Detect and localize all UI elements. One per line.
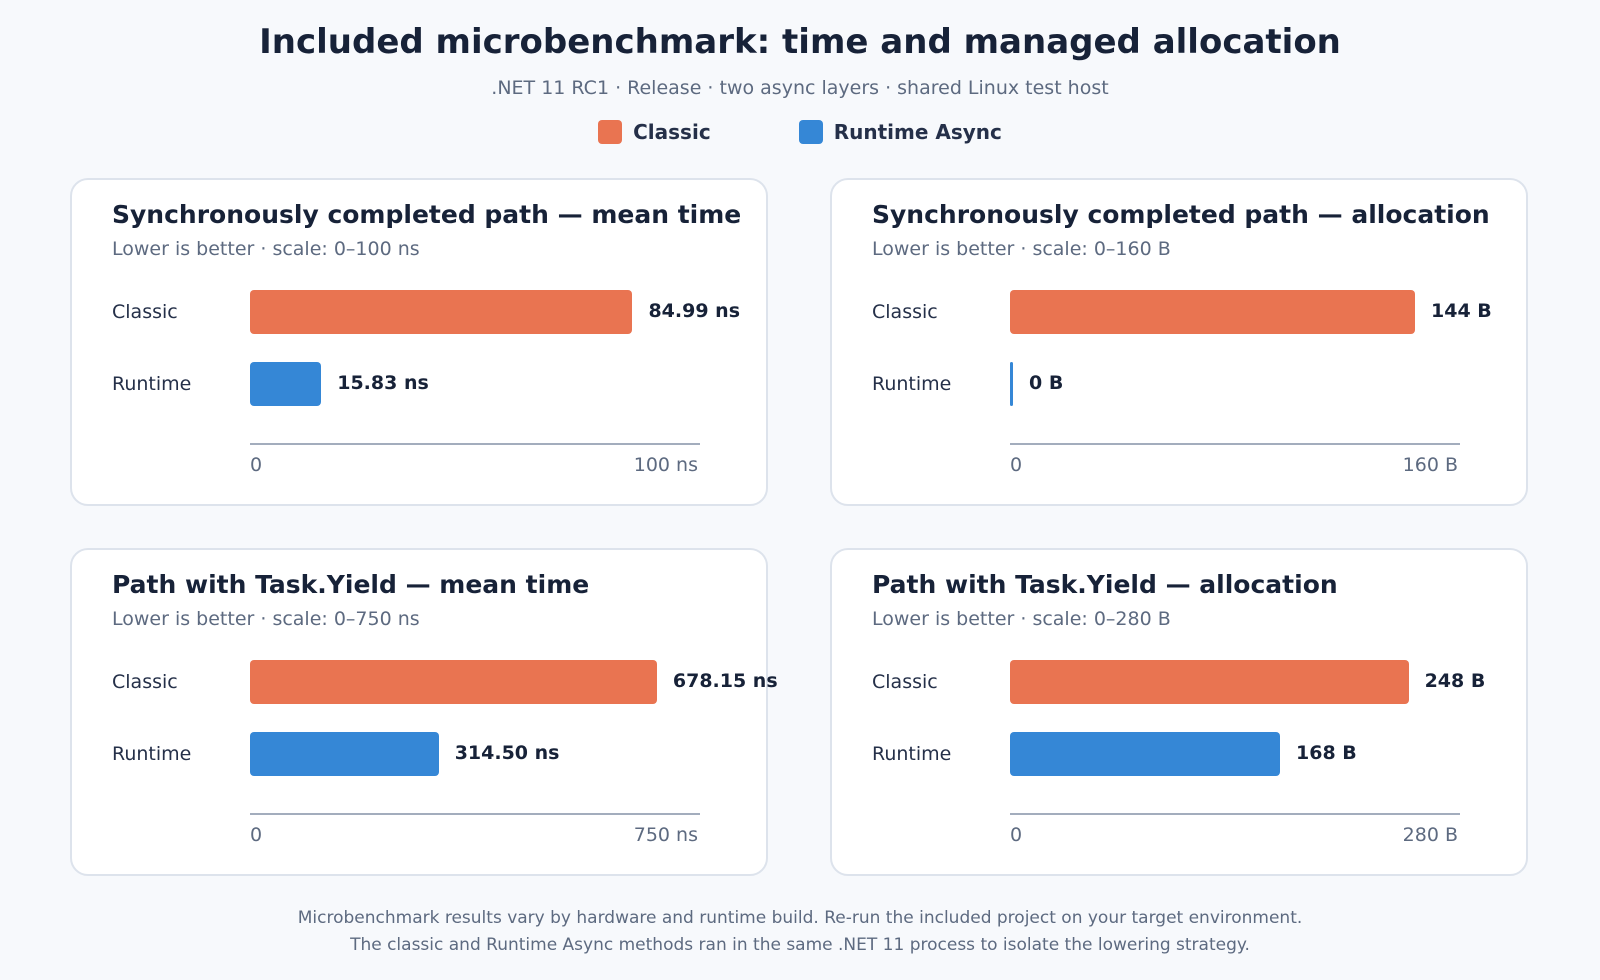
bar-classic [1010, 660, 1409, 704]
value-label-runtime: 15.83 ns [337, 372, 429, 394]
x-axis-tick-max: 280 B [1402, 824, 1458, 846]
bar-classic [1010, 290, 1415, 334]
value-label-runtime: 0 B [1029, 372, 1064, 394]
value-label-runtime: 168 B [1296, 742, 1357, 764]
bar-runtime [250, 732, 439, 776]
x-axis-tick-max: 750 ns [633, 824, 698, 846]
x-axis-tick-max: 100 ns [633, 454, 698, 476]
legend: Classic Runtime Async [0, 120, 1600, 144]
page-title: Included microbenchmark: time and manage… [259, 22, 1341, 62]
chart-subtitle: Lower is better · scale: 0–280 B [872, 608, 1171, 630]
chart-panel-sync-allocation: Synchronously completed path — allocatio… [830, 178, 1528, 506]
bar-runtime [1010, 362, 1013, 406]
x-axis-tick-min: 0 [1010, 454, 1023, 476]
legend-swatch-runtime-async [798, 120, 823, 144]
value-label-classic: 144 B [1431, 300, 1492, 322]
chart-subtitle: Lower is better · scale: 0–160 B [872, 238, 1171, 260]
legend-label-classic: Classic [633, 120, 711, 144]
bar-runtime [250, 362, 322, 406]
category-label-runtime: Runtime [112, 373, 192, 395]
x-axis-line [1010, 813, 1460, 815]
x-axis-line [1010, 443, 1460, 445]
chart-panel-sync-time: Synchronously completed path — mean time… [70, 178, 768, 506]
category-label-classic: Classic [872, 671, 938, 693]
value-label-runtime: 314.50 ns [454, 742, 560, 764]
bar-classic [250, 290, 633, 334]
category-label-classic: Classic [872, 301, 938, 323]
x-axis-tick-min: 0 [250, 454, 263, 476]
footnote-line-1: Microbenchmark results vary by hardware … [297, 908, 1303, 928]
x-axis-line [250, 443, 700, 445]
legend-swatch-classic [598, 120, 623, 144]
category-label-runtime: Runtime [872, 743, 952, 765]
chart-title: Synchronously completed path — mean time [112, 200, 742, 229]
value-label-classic: 678.15 ns [672, 670, 778, 692]
bar-classic [250, 660, 657, 704]
x-axis-tick-min: 0 [1010, 824, 1023, 846]
bar-runtime [1010, 732, 1280, 776]
chart-title: Path with Task.Yield — allocation [872, 570, 1338, 599]
x-axis-line [250, 813, 700, 815]
chart-subtitle: Lower is better · scale: 0–750 ns [112, 608, 420, 630]
footnote-line-2: The classic and Runtime Async methods ra… [350, 935, 1250, 955]
chart-panel-yield-allocation: Path with Task.Yield — allocation Lower … [830, 548, 1528, 876]
chart-subtitle: Lower is better · scale: 0–100 ns [112, 238, 420, 260]
chart-title: Synchronously completed path — allocatio… [872, 200, 1490, 229]
category-label-runtime: Runtime [872, 373, 952, 395]
legend-item-runtime-async: Runtime Async [798, 120, 1002, 144]
x-axis-tick-min: 0 [250, 824, 263, 846]
legend-label-runtime-async: Runtime Async [833, 120, 1002, 144]
page-subtitle: .NET 11 RC1 · Release · two async layers… [491, 77, 1109, 99]
x-axis-tick-max: 160 B [1402, 454, 1458, 476]
legend-item-classic: Classic [598, 120, 711, 144]
value-label-classic: 84.99 ns [648, 300, 741, 322]
category-label-classic: Classic [112, 301, 178, 323]
category-label-runtime: Runtime [112, 743, 192, 765]
category-label-classic: Classic [112, 671, 178, 693]
value-label-classic: 248 B [1424, 670, 1486, 692]
chart-panel-yield-time: Path with Task.Yield — mean time Lower i… [70, 548, 778, 876]
chart-title: Path with Task.Yield — mean time [112, 570, 590, 599]
